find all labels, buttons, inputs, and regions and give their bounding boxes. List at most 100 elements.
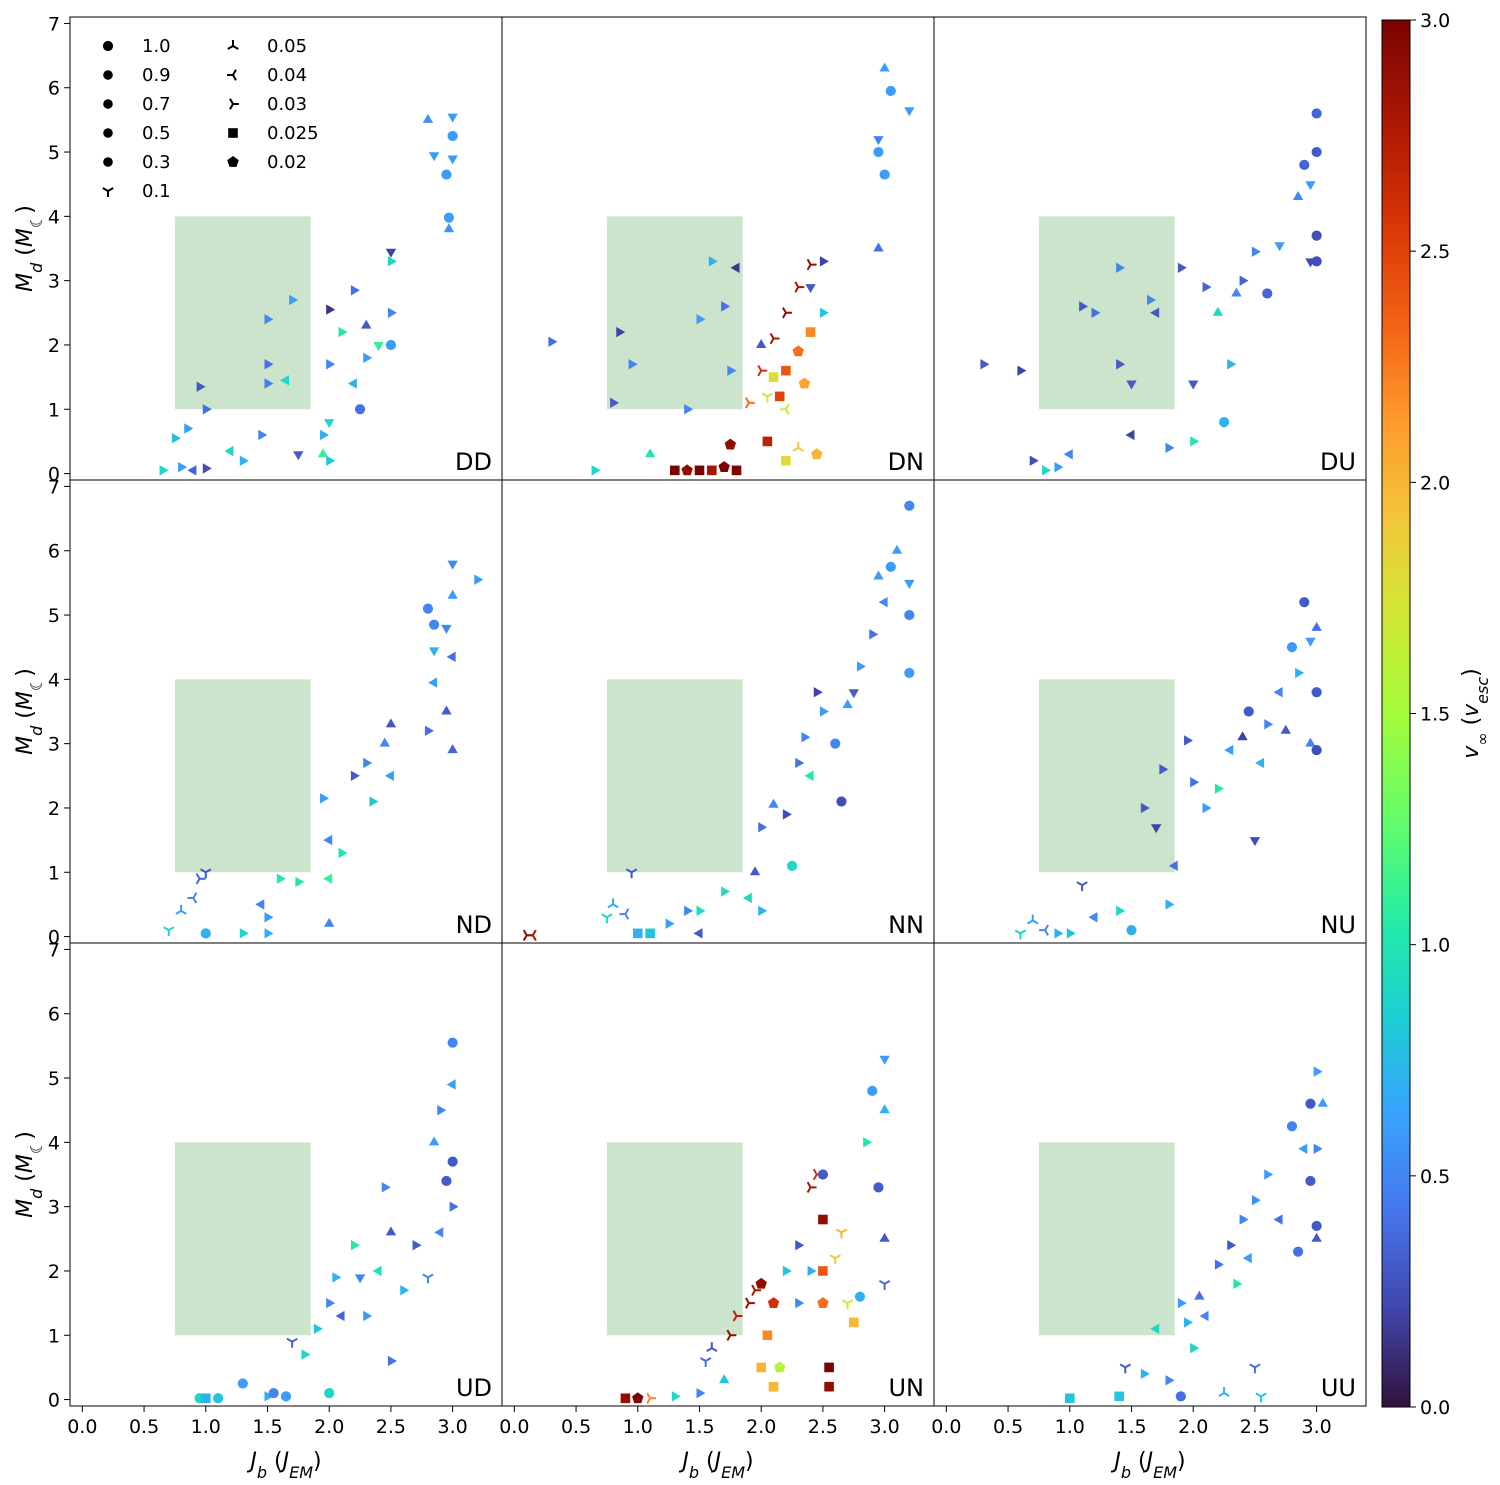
data-point [856,661,866,672]
data-point [237,1378,248,1389]
x-tick-label: 3.0 [870,1416,900,1438]
panel-label: UD [456,1374,492,1402]
data-point [879,169,890,180]
data-point [264,314,274,325]
data-point [474,574,484,585]
data-point [276,873,286,884]
data-point [795,1297,805,1309]
data-point [842,699,853,709]
legend-label: 0.9 [142,65,171,86]
data-point [280,1391,292,1402]
data-point [1317,1097,1328,1107]
data-point [1212,306,1224,316]
data-point [1079,301,1089,312]
data-point [293,451,304,461]
panel-nu: NU [933,479,1367,944]
x-tick-label: 2.5 [808,1416,838,1438]
data-point [326,455,336,466]
data-point [443,212,455,223]
legend-label: 1.0 [142,36,171,57]
data-point [794,281,805,293]
y-tick-label: 1 [48,1325,60,1347]
data-point [670,465,680,476]
shaded-region [1038,1142,1175,1336]
data-point [1116,262,1126,273]
data-point [1311,1220,1322,1232]
data-point [1286,1121,1298,1132]
data-point [1150,824,1162,834]
data-point [758,905,768,917]
data-point [387,1355,397,1367]
data-point [1305,737,1316,747]
data-point [441,1175,452,1187]
x-tick-label: 0.0 [499,1416,529,1438]
data-point [867,1085,878,1097]
data-point [338,326,348,338]
data-point [280,375,289,386]
data-point [289,294,299,306]
data-point [447,1037,458,1048]
data-point [326,304,336,315]
x-tick-label: 0.5 [129,1416,159,1438]
colorbar-tick-label: 1.0 [1420,935,1450,957]
data-point [429,619,440,630]
data-point [379,737,390,747]
data-point [1286,642,1298,653]
data-point [818,1214,828,1225]
shaded-region [174,216,311,410]
data-point [200,868,212,879]
data-point [885,85,896,97]
data-point [412,1240,422,1251]
data-point [817,1297,829,1308]
data-point [726,1329,737,1341]
data-point [1168,860,1178,872]
data-point [696,905,706,917]
data-point [774,1361,786,1373]
data-point [824,1362,834,1373]
data-point [1177,262,1187,273]
data-point [749,866,761,876]
data-point [200,928,211,939]
data-point [1184,1317,1194,1328]
data-point [159,465,169,476]
data-point [1119,1363,1132,1374]
data-point [171,433,181,444]
data-point [1237,731,1248,741]
data-point [786,860,798,871]
data-point [264,378,274,389]
data-point [178,461,188,473]
data-point [1311,230,1322,241]
data-point [830,738,841,749]
data-point [295,876,305,888]
legend-marker [227,69,237,81]
data-point [781,365,791,376]
data-point [350,770,360,782]
data-point [724,438,737,450]
panel-dd: DD 0 1 2 3 4 5 6 7 Md (M☾) [13,13,503,486]
data-points [620,1055,891,1404]
colorbar-tick-label: 3.0 [1420,10,1450,32]
data-point [437,1104,447,1116]
data-point [387,307,397,319]
data-point [387,256,397,267]
data-point [873,570,884,580]
data-point [202,463,212,474]
panel-label: DN [888,448,924,476]
data-point [625,868,638,879]
data-point [187,465,197,476]
data-point [1177,1297,1187,1309]
data-point [384,770,394,782]
y-tick-label: 6 [48,78,60,100]
shaded-region [1038,679,1175,873]
data-point [1273,687,1283,698]
data-point [320,429,330,441]
data-point [363,757,373,769]
colorbar-tick-label: 0.0 [1420,1397,1450,1419]
data-point [646,1392,657,1404]
y-tick-label: 2 [48,1261,60,1283]
data-point [819,307,829,319]
data-point [1064,1393,1075,1404]
data-point [1184,735,1194,746]
x-tick-label: 3.0 [438,1416,468,1438]
legend-marker [227,156,239,167]
